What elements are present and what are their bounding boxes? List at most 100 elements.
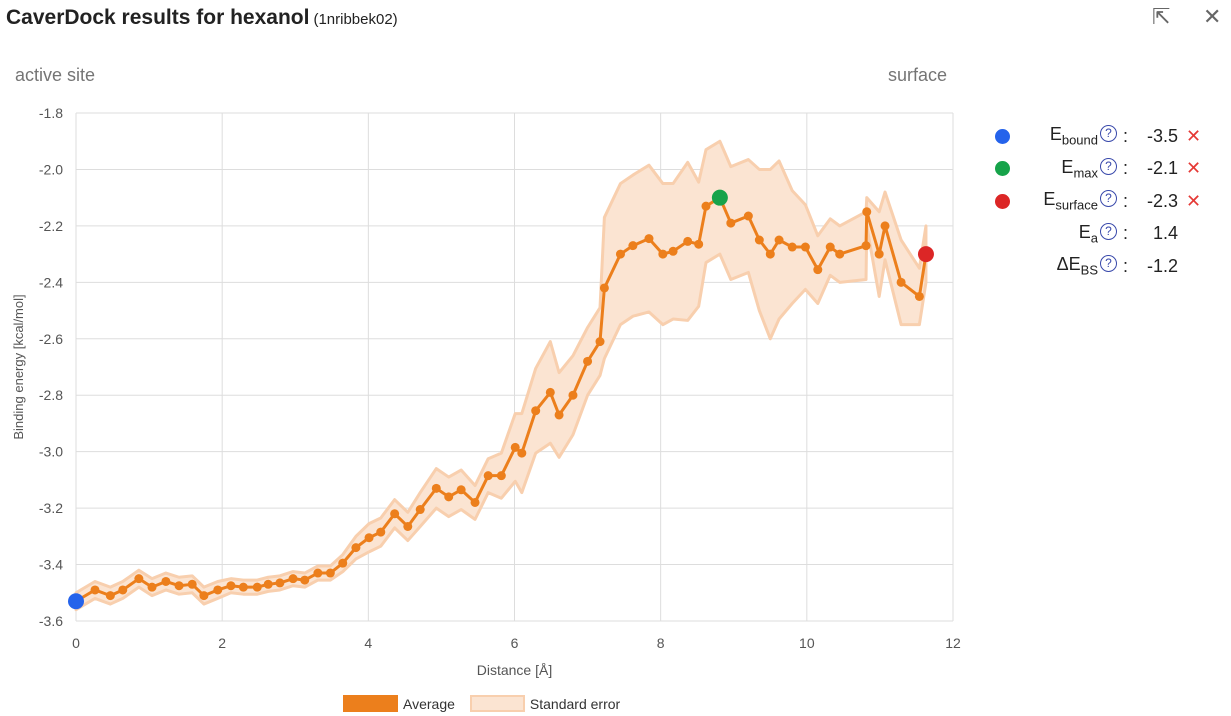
x-tick-label: 0	[72, 635, 80, 651]
average-point	[694, 239, 704, 249]
y-tick-label: -2.8	[39, 387, 63, 403]
average-point	[403, 521, 413, 531]
average-point	[470, 497, 480, 507]
average-point	[90, 585, 100, 595]
active-site-label: active site	[15, 65, 96, 85]
average-point	[517, 448, 527, 458]
average-point	[862, 207, 872, 217]
average-point	[531, 406, 541, 416]
average-point	[595, 337, 605, 347]
summary-row-bound: Ebound? : -3.5 ✕	[995, 120, 1201, 153]
legend-band-swatch	[469, 695, 525, 712]
average-point	[599, 283, 609, 293]
average-point	[300, 575, 310, 585]
separator: :	[1123, 255, 1129, 276]
average-point	[800, 242, 810, 252]
average-point	[483, 471, 493, 481]
average-point	[275, 578, 285, 588]
summary-label: Esurface?	[1020, 189, 1117, 213]
average-point	[456, 485, 466, 495]
title-text: CaverDock results for hexanol	[6, 6, 310, 29]
average-point	[568, 390, 578, 400]
average-point	[238, 582, 248, 592]
remove-icon[interactable]: ✕	[1186, 158, 1202, 179]
average-point	[364, 533, 374, 543]
close-icon[interactable]: ✕	[1203, 4, 1222, 29]
marker-e-surface	[917, 246, 934, 263]
legend-average: Average	[403, 695, 455, 712]
average-point	[765, 249, 775, 259]
summary-value: 1.4	[1152, 223, 1179, 244]
remove-icon[interactable]: ✕	[1186, 190, 1202, 211]
expand-icon[interactable]: ⇱	[1152, 4, 1171, 29]
help-icon[interactable]: ?	[1100, 222, 1117, 240]
legend-average-swatch	[343, 695, 398, 712]
average-point	[444, 492, 454, 502]
average-point	[187, 579, 197, 589]
average-point	[118, 585, 128, 595]
average-point	[701, 201, 711, 211]
chart-legend: Average Standard error	[343, 695, 620, 712]
summary-value: -1.2	[1146, 255, 1179, 276]
average-point	[683, 236, 693, 246]
average-point	[774, 235, 784, 245]
average-point	[325, 568, 335, 578]
average-point	[105, 591, 115, 601]
marker-e-bound	[68, 593, 84, 610]
y-tick-label: -3.2	[39, 500, 63, 516]
y-tick-label: -2.6	[39, 331, 63, 347]
average-point	[415, 505, 425, 515]
summary-label: Emax?	[1020, 157, 1117, 181]
summary-row-BS: ΔEBS? : -1.2	[995, 250, 1201, 283]
average-point	[644, 234, 654, 244]
average-point	[376, 527, 386, 537]
average-point	[835, 249, 845, 259]
x-tick-label: 2	[218, 635, 226, 651]
legend-standard-error: Standard error	[529, 695, 621, 712]
summary-value: -3.5	[1146, 125, 1179, 146]
average-point	[658, 249, 668, 259]
marker-dot	[995, 193, 1010, 209]
average-point	[583, 356, 593, 366]
separator: :	[1123, 158, 1129, 179]
summary-value: -2.1	[1146, 158, 1179, 179]
marker-e-max	[711, 189, 728, 206]
y-tick-label: -3.0	[39, 444, 63, 460]
x-tick-label: 6	[511, 635, 519, 651]
average-point	[874, 249, 884, 259]
average-point	[351, 543, 361, 553]
x-axis-label: Distance [Å]	[477, 662, 552, 678]
summary-label: Ea?	[1020, 222, 1117, 246]
standard-error-band	[74, 139, 928, 612]
x-tick-label: 10	[799, 635, 815, 651]
marker-dot	[995, 226, 1010, 241]
average-point	[496, 471, 506, 481]
y-tick-label: -3.6	[39, 613, 63, 629]
average-point	[554, 410, 564, 420]
average-point	[743, 211, 753, 221]
help-icon[interactable]: ?	[1100, 190, 1117, 208]
average-point	[134, 574, 144, 584]
average-point	[628, 241, 638, 251]
help-icon[interactable]: ?	[1100, 157, 1117, 175]
average-point	[147, 582, 157, 592]
separator: :	[1123, 190, 1129, 211]
average-point	[226, 581, 236, 591]
help-icon[interactable]: ?	[1100, 125, 1117, 143]
x-tick-label: 12	[945, 635, 961, 651]
y-axis-label: Binding energy [kcal/mol]	[11, 294, 26, 439]
surface-label: surface	[888, 65, 948, 85]
y-tick-label: -2.0	[39, 161, 63, 177]
y-tick-label: -3.4	[39, 557, 63, 573]
average-point	[545, 387, 555, 397]
average-point	[615, 249, 625, 259]
remove-icon[interactable]: ✕	[1186, 125, 1202, 146]
average-point	[914, 291, 924, 301]
title-subtitle: (1nribbek02)	[313, 11, 398, 28]
average-point	[288, 574, 298, 584]
x-tick-label: 8	[657, 635, 665, 651]
average-point	[861, 241, 871, 251]
help-icon[interactable]: ?	[1100, 255, 1117, 273]
average-point	[338, 558, 348, 568]
